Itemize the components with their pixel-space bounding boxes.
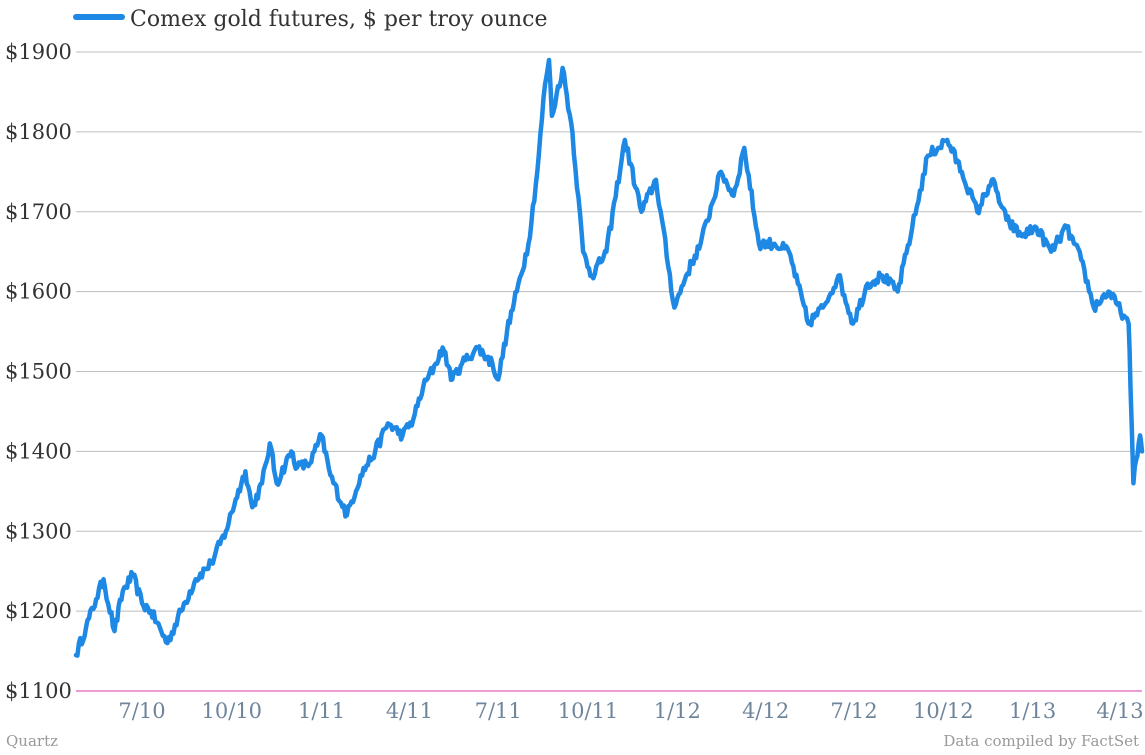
x-tick-label: 4/11 xyxy=(386,699,433,723)
y-tick-label: $1900 xyxy=(5,40,72,64)
legend-label: Comex gold futures, $ per troy ounce xyxy=(130,7,547,32)
footer-source-left: Quartz xyxy=(6,732,58,750)
x-tick-label: 7/11 xyxy=(475,699,522,723)
x-tick-label: 1/12 xyxy=(654,699,701,723)
y-tick-label: $1700 xyxy=(5,200,72,224)
series-line xyxy=(73,57,1145,658)
y-tick-label: $1300 xyxy=(5,519,72,543)
x-axis-tick-labels: 7/10 10/10 1/11 4/11 7/11 10/11 1/12 4/12 7/12 10… xyxy=(118,699,1143,723)
x-tick-label: 1/11 xyxy=(298,699,345,723)
y-axis-tick-labels: $1100 $1200 $1300 $1400 $1500 $1600 $1700 $1800… xyxy=(5,40,72,703)
x-tick-label: 4/12 xyxy=(742,699,789,723)
x-tick-label: 7/12 xyxy=(830,699,877,723)
x-tick-label: 10/11 xyxy=(558,699,619,723)
series-layer xyxy=(73,57,1145,658)
x-tick-label: 4/13 xyxy=(1096,699,1143,723)
x-tick-label: 1/13 xyxy=(1009,699,1056,723)
x-tick-label: 10/12 xyxy=(913,699,974,723)
y-tick-label: $1100 xyxy=(5,679,72,703)
y-tick-label: $1600 xyxy=(5,280,72,304)
footer-source-right: Data compiled by FactSet xyxy=(943,732,1139,750)
y-tick-label: $1200 xyxy=(5,599,72,623)
x-tick-label: 10/10 xyxy=(202,699,263,723)
gridlines xyxy=(76,51,1142,692)
y-tick-label: $1400 xyxy=(5,439,72,463)
x-tick-label: 7/10 xyxy=(118,699,165,723)
legend: Comex gold futures, $ per troy ounce xyxy=(73,7,547,32)
y-tick-label: $1800 xyxy=(5,120,72,144)
y-tick-label: $1500 xyxy=(5,360,72,384)
